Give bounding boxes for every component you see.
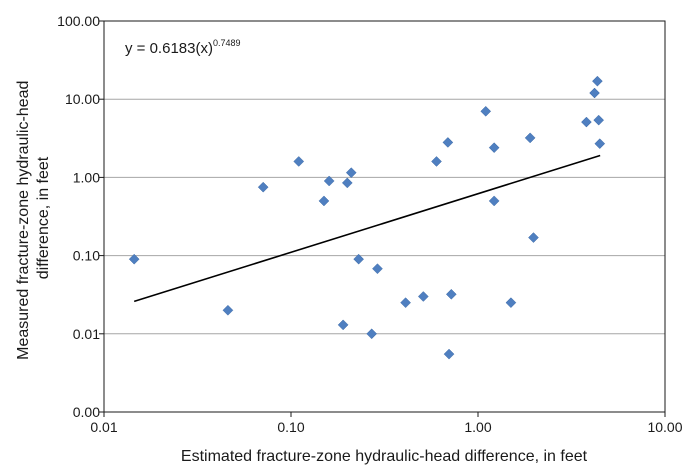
data-point [366,328,378,340]
data-point [505,297,517,309]
trendline-layer [133,154,601,303]
data-point [128,253,140,265]
data-point [323,175,335,187]
data-point [443,348,455,360]
data-point [488,142,500,154]
gridlines [104,98,665,335]
equation-base: y = 0.6183(x) [125,40,213,57]
power-trendline [133,154,601,303]
y-tick-label: 100.00 [57,13,100,29]
data-point [417,291,429,302]
data-point [524,132,536,144]
x-tick-label: 0.10 [277,419,304,435]
data-point [592,75,603,87]
data-point [400,297,411,309]
data-point [593,114,605,126]
data-point [528,232,539,243]
trendline-equation: y = 0.6183(x)0.7489 [125,38,241,57]
y-tick-label: 0.10 [73,248,100,264]
data-point [372,263,383,275]
x-axis-title: Estimated fracture-zone hydraulic-head d… [181,448,588,465]
y-axis-title-line-2: difference, in feet [35,156,52,279]
data-point [345,167,357,179]
data-point [445,288,457,300]
data-point [318,195,330,207]
data-point [488,195,500,207]
x-tick-label: 0.01 [90,419,117,435]
equation-exponent: 0.7489 [213,38,241,48]
data-point [341,177,353,189]
x-tick-label: 1.00 [464,419,491,435]
data-point [589,87,600,99]
y-tick-label: 0.01 [73,326,100,342]
data-point [293,156,305,167]
data-points [128,75,606,360]
y-tick-label: 10.00 [65,91,100,107]
data-point [581,116,592,128]
plot-area-frame [103,20,666,413]
y-axis-title: Measured fracture-zone hydraulic-head di… [15,76,52,360]
data-point [480,105,492,117]
data-point [353,253,364,265]
data-point [257,181,269,193]
data-point [222,304,234,316]
x-tick-label: 10.00 [647,419,682,435]
y-tick-label: 1.00 [73,169,100,185]
data-point [594,138,606,150]
data-point [442,137,454,148]
data-point [431,156,442,167]
data-point [337,319,349,331]
y-tick-label: 0.00 [73,404,100,420]
y-axis-title-line-1: Measured fracture-zone hydraulic-head [15,81,32,360]
